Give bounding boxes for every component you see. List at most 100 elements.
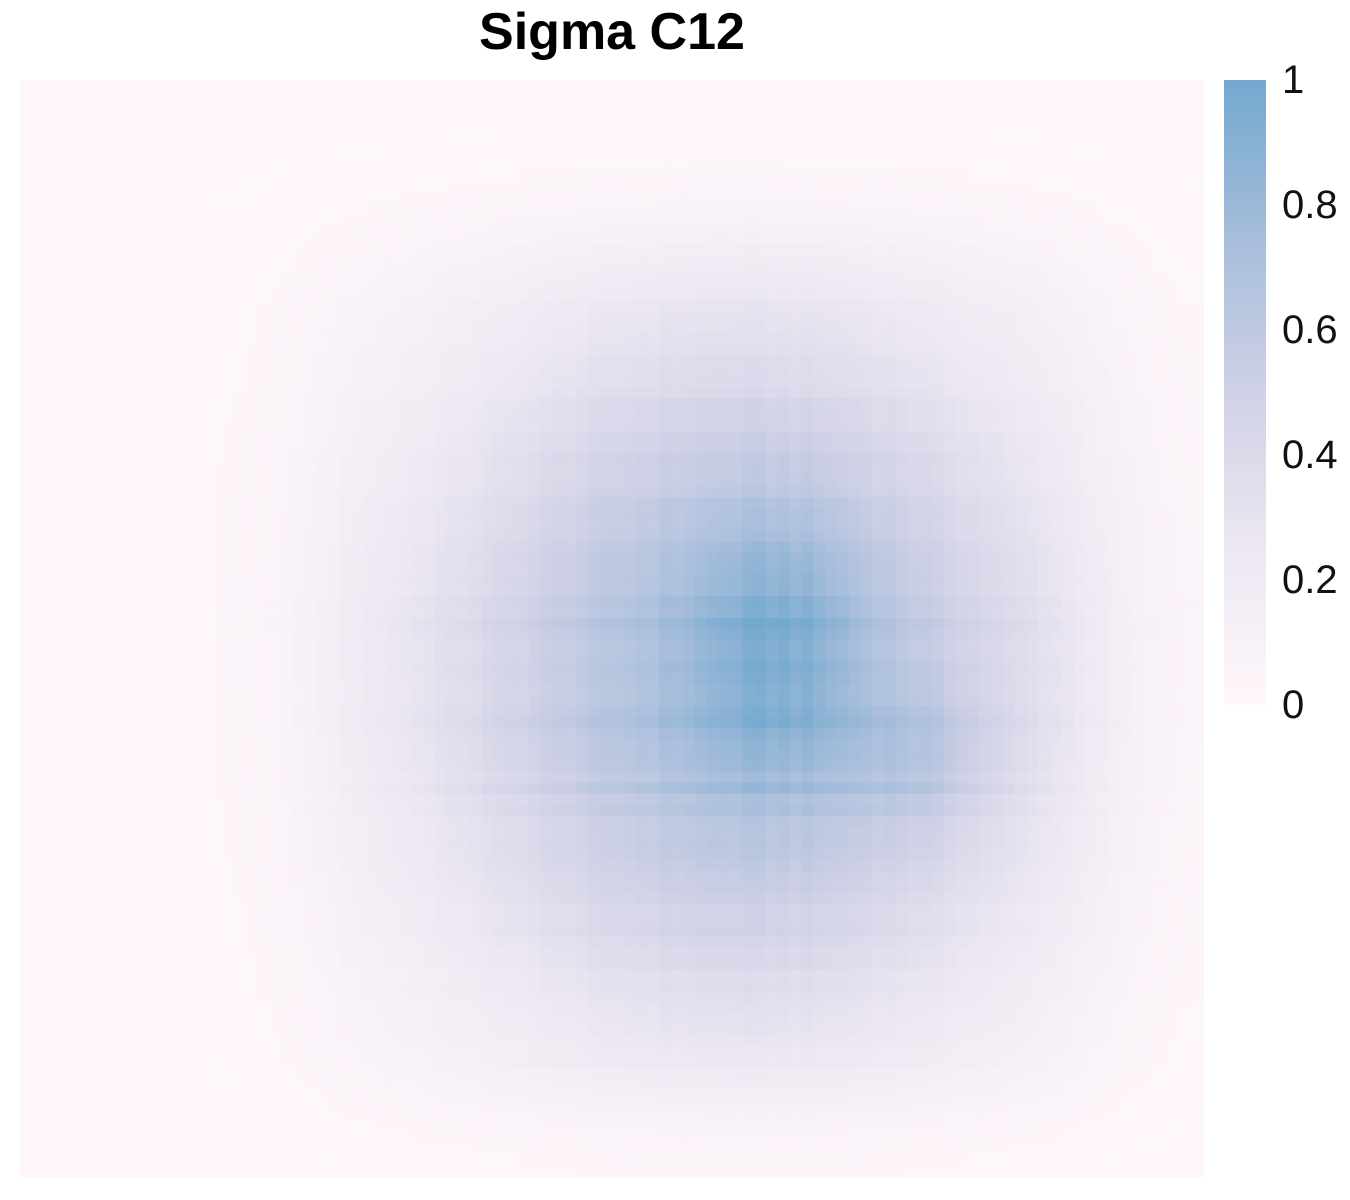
heatmap-cell bbox=[1109, 475, 1122, 487]
heatmap-cell bbox=[979, 321, 992, 334]
heatmap-cell bbox=[647, 244, 660, 257]
heatmap-cell bbox=[55, 431, 68, 443]
heatmap-cell bbox=[268, 233, 281, 246]
heatmap-cell bbox=[1050, 321, 1063, 334]
heatmap-cell bbox=[316, 211, 329, 224]
heatmap-cell bbox=[268, 123, 281, 136]
heatmap-cell bbox=[1168, 552, 1181, 564]
heatmap-cell bbox=[209, 453, 222, 465]
heatmap-cell bbox=[268, 387, 281, 399]
heatmap-cell bbox=[1002, 277, 1016, 290]
heatmap-cell bbox=[233, 563, 246, 575]
heatmap-cell bbox=[1144, 123, 1158, 136]
heatmap-cell bbox=[244, 475, 258, 487]
heatmap-cell bbox=[114, 431, 128, 443]
heatmap-cell bbox=[694, 563, 708, 575]
heatmap-cell bbox=[884, 519, 897, 531]
heatmap-cell bbox=[908, 574, 921, 586]
heatmap-cell bbox=[896, 409, 909, 421]
heatmap-cell bbox=[280, 387, 293, 399]
heatmap-cell bbox=[280, 585, 293, 597]
heatmap-cell bbox=[268, 244, 281, 257]
heatmap-cell bbox=[197, 607, 210, 619]
heatmap-cell bbox=[576, 112, 589, 125]
heatmap-cell bbox=[469, 167, 483, 180]
heatmap-cell bbox=[102, 519, 116, 531]
heatmap-cell bbox=[931, 123, 945, 136]
heatmap-cell bbox=[387, 80, 400, 92]
heatmap-cell bbox=[173, 233, 187, 246]
heatmap-cell bbox=[552, 299, 566, 312]
heatmap-cell bbox=[292, 332, 305, 345]
heatmap-cell bbox=[458, 354, 471, 366]
heatmap-cell bbox=[233, 277, 246, 290]
heatmap-cell bbox=[683, 508, 696, 520]
heatmap-cell bbox=[1097, 596, 1110, 608]
heatmap-cell bbox=[588, 486, 601, 498]
heatmap-cell bbox=[244, 277, 258, 290]
heatmap-cell bbox=[1121, 486, 1134, 498]
heatmap-cell bbox=[860, 475, 873, 487]
heatmap-cell bbox=[1168, 574, 1181, 586]
heatmap-cell bbox=[884, 101, 897, 114]
heatmap-cell bbox=[1144, 321, 1158, 334]
heatmap-cell bbox=[375, 299, 388, 312]
heatmap-cell bbox=[398, 189, 412, 202]
heatmap-cell bbox=[588, 343, 601, 355]
heatmap-cell bbox=[31, 266, 45, 279]
heatmap-cell bbox=[150, 189, 163, 202]
heatmap-cell bbox=[1192, 475, 1204, 487]
heatmap-cell bbox=[126, 167, 139, 180]
heatmap-cell bbox=[233, 134, 246, 147]
heatmap-cell bbox=[552, 101, 566, 114]
heatmap-cell bbox=[730, 552, 743, 564]
heatmap-cell bbox=[505, 585, 518, 597]
heatmap-cell bbox=[481, 552, 495, 564]
heatmap-cell bbox=[896, 541, 909, 553]
heatmap-cell bbox=[647, 266, 660, 279]
heatmap-cell bbox=[1192, 343, 1204, 355]
heatmap-cell bbox=[623, 310, 637, 323]
heatmap-cell bbox=[280, 145, 293, 158]
heatmap-cell bbox=[576, 486, 589, 498]
heatmap-cell bbox=[458, 167, 471, 180]
heatmap-cell bbox=[623, 288, 637, 301]
heatmap-cell bbox=[517, 266, 530, 279]
heatmap-cell bbox=[754, 321, 767, 334]
heatmap-cell bbox=[458, 233, 471, 246]
heatmap-cell bbox=[398, 508, 412, 520]
heatmap-cell bbox=[1085, 376, 1098, 388]
heatmap-cell bbox=[860, 519, 873, 531]
heatmap-cell bbox=[765, 332, 779, 345]
heatmap-cell bbox=[730, 288, 743, 301]
heatmap-cell bbox=[1038, 464, 1051, 476]
heatmap-cell bbox=[588, 365, 601, 377]
heatmap-cell bbox=[268, 574, 281, 586]
heatmap-cell bbox=[825, 233, 838, 246]
heatmap-cell bbox=[529, 266, 542, 279]
heatmap-cell bbox=[1180, 310, 1193, 323]
heatmap-cell bbox=[955, 123, 968, 136]
heatmap-cell bbox=[138, 431, 151, 443]
heatmap-cell bbox=[564, 486, 577, 498]
heatmap-cell bbox=[209, 233, 222, 246]
heatmap-cell bbox=[43, 420, 57, 432]
heatmap-cell bbox=[446, 486, 459, 498]
heatmap-cell bbox=[908, 321, 921, 334]
heatmap-cell bbox=[197, 365, 210, 377]
heatmap-cell bbox=[694, 541, 708, 553]
heatmap-cell bbox=[327, 244, 341, 257]
heatmap-cell bbox=[185, 475, 199, 487]
heatmap-cell bbox=[919, 475, 933, 487]
heatmap-cell bbox=[706, 211, 720, 224]
heatmap-cell bbox=[67, 134, 80, 147]
heatmap-cell bbox=[256, 112, 270, 125]
heatmap-cell bbox=[505, 145, 518, 158]
heatmap-cell bbox=[304, 200, 317, 213]
heatmap-cell bbox=[730, 200, 743, 213]
heatmap-cell bbox=[1061, 145, 1075, 158]
heatmap-cell bbox=[754, 343, 767, 355]
heatmap-cell bbox=[126, 552, 139, 564]
heatmap-cell bbox=[730, 222, 743, 235]
heatmap-cell bbox=[363, 343, 376, 355]
